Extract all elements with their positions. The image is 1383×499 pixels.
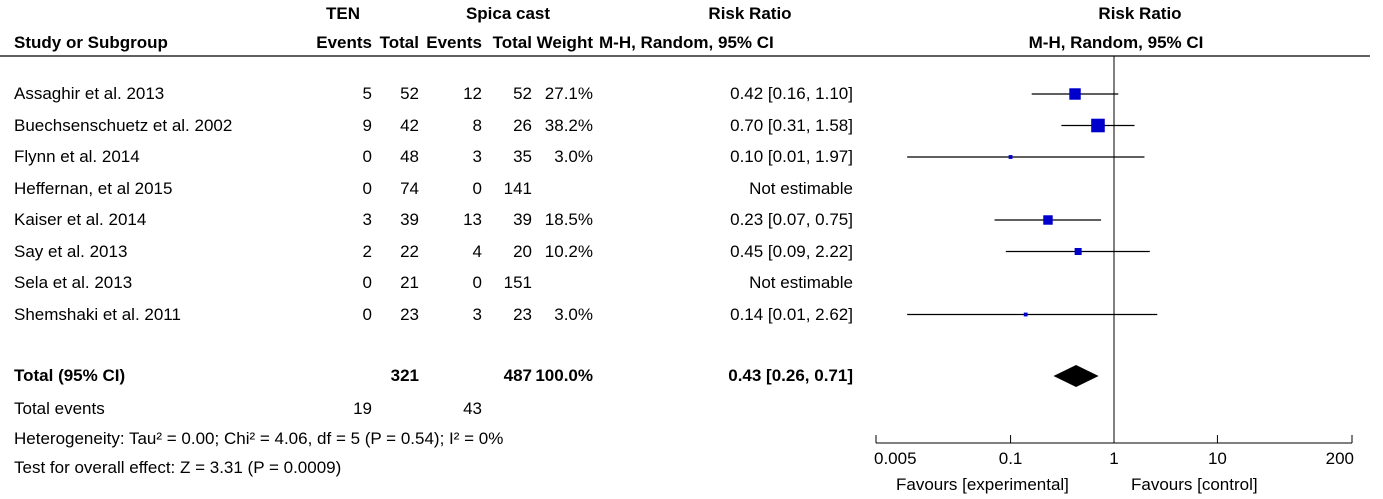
events1-cell: 0 — [362, 304, 372, 324]
study-marker — [1023, 312, 1028, 317]
events2-cell: 8 — [472, 115, 482, 135]
events1-cell: 3 — [362, 210, 372, 229]
study-name: Sela et al. 2013 — [14, 273, 133, 292]
study-name: Say et al. 2013 — [14, 241, 128, 261]
total-events2: 43 — [463, 399, 482, 418]
total-events-label: Total events — [14, 399, 105, 418]
weight-cell: 18.5% — [544, 210, 593, 229]
favours-right-label: Favours [control] — [1131, 475, 1258, 494]
total-total1: 321 — [390, 366, 419, 385]
col-study-header: Study or Subgroup — [14, 33, 168, 52]
study-marker — [1043, 215, 1053, 225]
plot-method-header: M-H, Random, 95% CI — [1028, 33, 1204, 52]
effect-title: Risk Ratio — [708, 4, 792, 23]
ci-cell: 0.10 [0.01, 1.97] — [730, 147, 853, 166]
total-label: Total (95% CI) — [14, 366, 126, 385]
col-total1-header: Total — [379, 33, 419, 52]
study-marker — [1008, 155, 1013, 159]
study-name: Flynn et al. 2014 — [14, 147, 140, 166]
plot-title: Risk Ratio — [1098, 4, 1182, 23]
total1-cell: 48 — [400, 147, 419, 166]
col-total2-header: Total — [492, 33, 532, 52]
total2-cell: 39 — [513, 210, 532, 229]
total1-cell: 23 — [400, 304, 419, 324]
col-events1-header: Events — [316, 33, 372, 52]
weight-cell: 38.2% — [544, 115, 593, 135]
total1-cell: 22 — [400, 241, 419, 261]
x-tick-label: 10 — [1208, 449, 1227, 468]
study-name: Buechsenschuetz et al. 2002 — [14, 115, 233, 135]
events2-cell: 0 — [472, 178, 482, 198]
x-tick-label: 200 — [1326, 449, 1354, 468]
total1-cell: 74 — [400, 178, 419, 198]
events2-cell: 0 — [472, 273, 482, 292]
total1-cell: 52 — [400, 84, 419, 103]
study-marker — [1091, 118, 1105, 133]
total2-cell: 151 — [503, 273, 532, 292]
col-ci-header: M-H, Random, 95% CI — [599, 33, 774, 52]
events2-cell: 12 — [463, 84, 482, 103]
group1-name: TEN — [326, 4, 360, 23]
pooled-diamond — [1053, 365, 1099, 387]
total2-cell: 20 — [513, 241, 532, 261]
study-name: Shemshaki et al. 2011 — [14, 304, 181, 324]
total-weight: 100.0% — [535, 366, 593, 385]
study-marker — [1069, 88, 1081, 100]
ci-cell: 0.23 [0.07, 0.75] — [730, 210, 853, 229]
total1-cell: 39 — [400, 210, 419, 229]
total2-cell: 52 — [513, 84, 532, 103]
ci-cell: 0.14 [0.01, 2.62] — [730, 304, 853, 324]
events1-cell: 9 — [362, 115, 372, 135]
overall-effect-text: Test for overall effect: Z = 3.31 (P = 0… — [14, 458, 342, 477]
total2-cell: 26 — [513, 115, 532, 135]
weight-cell: 27.1% — [544, 84, 593, 103]
total1-cell: 42 — [400, 115, 419, 135]
events1-cell: 2 — [362, 241, 372, 261]
favours-left-label: Favours [experimental] — [896, 475, 1069, 494]
events2-cell: 4 — [472, 241, 482, 261]
study-name: Heffernan, et al 2015 — [14, 178, 173, 198]
study-name: Assaghir et al. 2013 — [14, 84, 165, 103]
total-events1: 19 — [353, 399, 372, 418]
events1-cell: 0 — [362, 178, 372, 198]
ci-cell: 0.70 [0.31, 1.58] — [730, 115, 853, 135]
group2-name: Spica cast — [465, 4, 551, 23]
events2-cell: 3 — [472, 304, 482, 324]
ci-cell: 0.42 [0.16, 1.10] — [730, 84, 853, 103]
study-marker — [1074, 247, 1082, 256]
events2-cell: 3 — [472, 147, 482, 166]
total1-cell: 21 — [400, 273, 419, 292]
weight-cell: 3.0% — [554, 304, 593, 324]
heterogeneity-text: Heterogeneity: Tau² = 0.00; Chi² = 4.06,… — [14, 429, 504, 448]
col-events2-header: Events — [426, 33, 482, 52]
total-ci: 0.43 [0.26, 0.71] — [728, 366, 853, 385]
x-tick-label: 1 — [1109, 449, 1118, 468]
events1-cell: 0 — [362, 147, 372, 166]
events2-cell: 13 — [463, 210, 482, 229]
weight-cell: 10.2% — [544, 241, 593, 261]
events1-cell: 0 — [362, 273, 372, 292]
x-tick-label: 0.005 — [874, 449, 917, 468]
total2-cell: 23 — [513, 304, 532, 324]
events1-cell: 5 — [362, 84, 372, 103]
weight-cell: 3.0% — [554, 147, 593, 166]
total2-cell: 35 — [513, 147, 532, 166]
ci-cell: 0.45 [0.09, 2.22] — [730, 241, 853, 261]
total-total2: 487 — [503, 366, 532, 385]
ci-cell: Not estimable — [749, 178, 853, 198]
x-tick-label: 0.1 — [999, 449, 1023, 468]
col-weight-header: Weight — [536, 33, 593, 52]
study-name: Kaiser et al. 2014 — [14, 210, 147, 229]
ci-cell: Not estimable — [749, 273, 853, 292]
total2-cell: 141 — [503, 178, 532, 198]
